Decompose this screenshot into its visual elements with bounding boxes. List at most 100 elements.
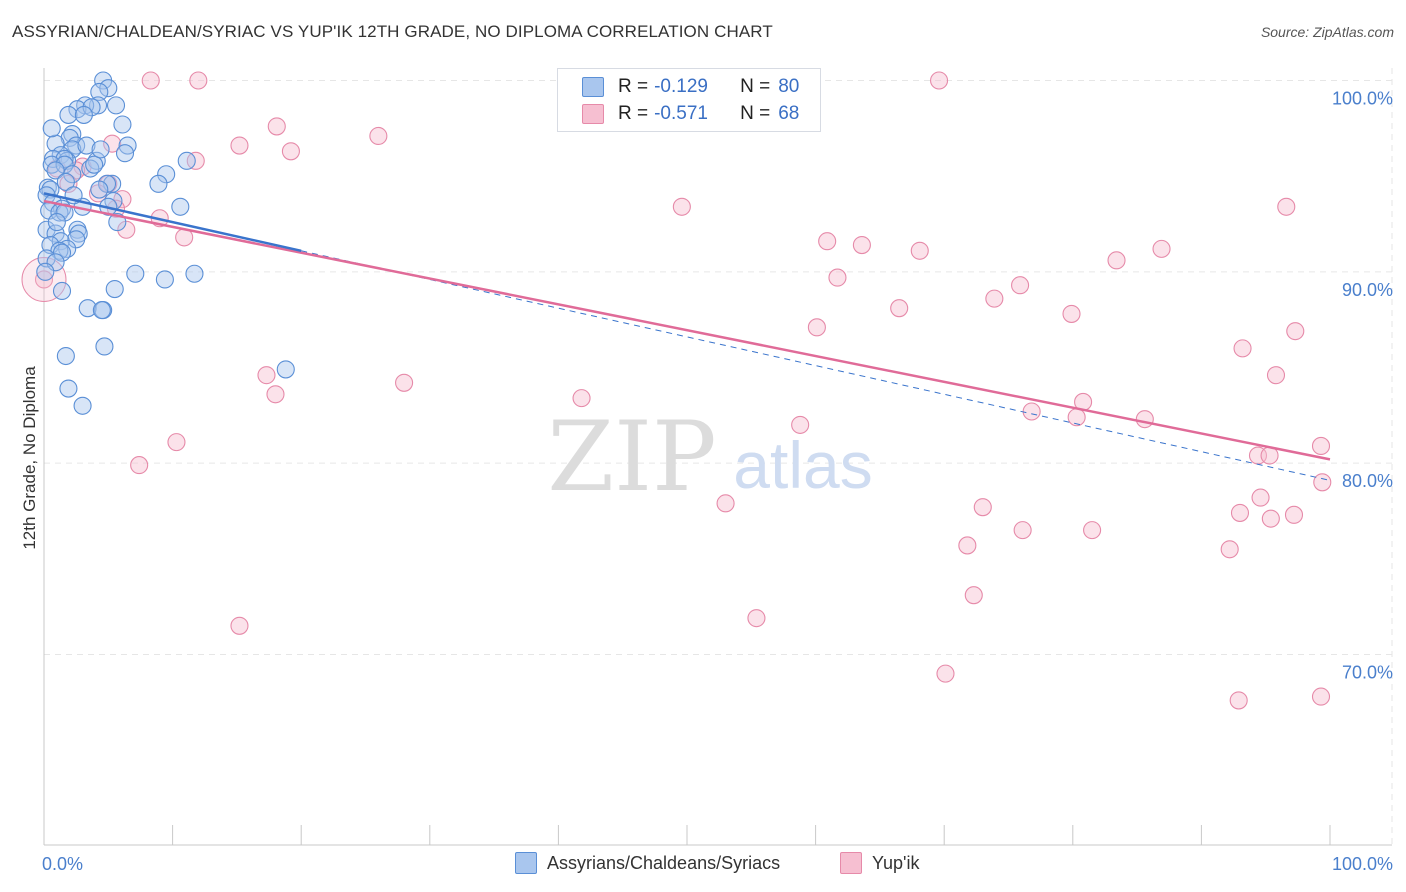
yupik-point xyxy=(1286,322,1305,341)
y-tick-label: 100.0% xyxy=(1332,89,1393,109)
assyrian-point xyxy=(51,232,70,251)
bottom-legend-assyrian[interactable]: Assyrians/Chaldeans/Syriacs xyxy=(515,852,780,874)
yupik-point xyxy=(1313,473,1332,492)
yupik-point xyxy=(1220,540,1239,559)
legend-swatch-blue xyxy=(582,77,604,97)
legend-n-label: N = xyxy=(740,103,771,124)
yupik-point xyxy=(1233,339,1252,358)
bottom-legend-yupik[interactable]: Yup'ik xyxy=(840,852,919,874)
yupik-point xyxy=(958,536,977,555)
yupik-point xyxy=(34,270,54,289)
yupik-point xyxy=(1013,521,1032,540)
yupik-point xyxy=(189,71,208,90)
y-tick-label: 90.0% xyxy=(1342,280,1393,300)
assyrian-point xyxy=(85,155,104,174)
yupik-point-large xyxy=(21,256,67,302)
watermark: ZIP atlas xyxy=(547,401,872,513)
yupik-point xyxy=(230,616,249,635)
yupik-point xyxy=(747,609,766,628)
yupik-point xyxy=(1152,239,1171,258)
yupik-point xyxy=(167,433,186,452)
yupik-point xyxy=(910,241,929,260)
yupik-point xyxy=(716,494,735,513)
yupik-point xyxy=(141,71,160,90)
legend-r-value: -0.571 xyxy=(654,103,708,124)
assyrian-point xyxy=(46,134,65,153)
assyrian-point xyxy=(37,249,56,268)
assyrian-point xyxy=(47,213,66,232)
watermark-atlas: atlas xyxy=(733,428,872,502)
yupik-point xyxy=(130,456,149,475)
yupik-point xyxy=(791,415,810,434)
assyrian-point xyxy=(78,299,97,318)
yupik-point xyxy=(1022,402,1041,421)
yupik-point xyxy=(230,136,249,155)
assyrian-point xyxy=(67,230,86,249)
yupik-point xyxy=(1251,488,1270,507)
assyrian-point xyxy=(59,379,78,398)
assyrian-point xyxy=(113,115,132,134)
assyrian-point xyxy=(92,301,111,320)
legend-r-label: R = xyxy=(618,103,649,124)
assyrian-point xyxy=(63,140,82,159)
yupik-point xyxy=(281,142,300,161)
legend-n-value: 68 xyxy=(778,103,800,124)
yupik-point xyxy=(973,498,992,517)
y-tick-label: 70.0% xyxy=(1342,663,1393,683)
yupik-point xyxy=(103,134,122,153)
x-tick-label: 0.0% xyxy=(42,854,83,874)
legend-row-assyrian: R = -0.129 N = 80 xyxy=(582,74,799,100)
yupik-point xyxy=(964,586,983,605)
assyrian-point xyxy=(42,119,61,138)
assyrian-point xyxy=(88,96,108,115)
assyrian-point xyxy=(52,281,72,301)
legend-n-value: 80 xyxy=(778,76,800,97)
assyrian-point xyxy=(74,105,93,124)
yupik-point xyxy=(1229,691,1248,710)
yupik-point xyxy=(59,174,78,193)
assyrian-point xyxy=(56,346,75,366)
tick-labels: 100.0% 90.0% 80.0% 70.0% 0.0% 100.0% xyxy=(42,89,1393,875)
yupik-point xyxy=(930,71,949,90)
legend-r-label: R = xyxy=(618,76,649,97)
assyrian-point xyxy=(56,172,75,191)
assyrian-point xyxy=(276,360,295,379)
yupik-point xyxy=(672,197,691,216)
source-label: Source: ZipAtlas.com xyxy=(1260,24,1394,40)
assyrian-point xyxy=(157,165,176,184)
yupik-point xyxy=(395,373,414,392)
assyrian-trend-line xyxy=(43,192,302,253)
yupik-point xyxy=(572,389,591,408)
yupik-point xyxy=(807,318,826,337)
y-tick-label: 80.0% xyxy=(1342,471,1393,491)
legend-swatch-pink xyxy=(582,104,604,124)
assyrian-point xyxy=(177,151,196,170)
yupik-point xyxy=(113,190,132,209)
yupik-trend-line xyxy=(43,199,1331,461)
assyrian-point xyxy=(90,82,109,102)
yupik-point xyxy=(828,268,847,287)
yupik-point xyxy=(1230,503,1250,522)
assyrian-point xyxy=(90,180,109,199)
yupik-point xyxy=(1311,436,1331,455)
yupik-point xyxy=(1311,687,1331,706)
assyrian-point xyxy=(46,161,65,180)
assyrian-point xyxy=(155,270,174,289)
yupik-point xyxy=(818,232,837,251)
legend-row-yupik: R = -0.571 N = 68 xyxy=(582,101,799,127)
bottom-legend-label: Yup'ik xyxy=(872,852,920,873)
assyrian-point xyxy=(126,264,145,283)
yupik-point xyxy=(257,366,276,385)
assyrian-point xyxy=(185,264,204,283)
assyrian-point xyxy=(82,98,101,117)
yupik-point xyxy=(1277,197,1296,216)
assyrian-point xyxy=(77,136,96,155)
trend-lines xyxy=(43,192,1331,481)
assyrian-point xyxy=(106,96,126,115)
legend-r-value: -0.129 xyxy=(654,76,708,97)
yupik-point xyxy=(1266,366,1286,385)
yupik-point xyxy=(1067,408,1086,427)
legend-swatch-pink xyxy=(840,852,862,874)
yupik-point xyxy=(1062,304,1081,323)
